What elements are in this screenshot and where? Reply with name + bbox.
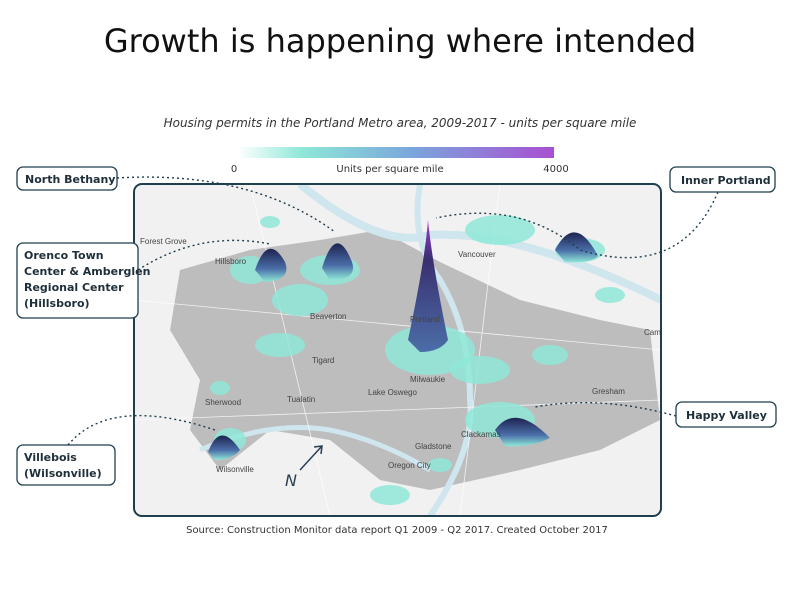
north-label: N: [285, 471, 297, 490]
slide-title: Growth is happening where intended: [104, 22, 696, 60]
place-label: Portland: [410, 315, 440, 324]
callout-label: (Wilsonville): [24, 467, 102, 480]
north-arrow: [299, 445, 323, 471]
place-label: Vancouver: [458, 250, 496, 259]
callout-box: [675, 401, 777, 428]
callout-label: (Hillsboro): [24, 297, 90, 310]
callout-box: [16, 444, 116, 486]
place-label: Cama: [644, 328, 666, 337]
callout-label: Regional Center: [24, 281, 124, 294]
callout-label: Villebois: [24, 451, 77, 464]
place-label: Tualatin: [287, 395, 315, 404]
callout-leader: [67, 414, 216, 446]
place-label: Gladstone: [415, 442, 452, 451]
callout-leader: [435, 191, 719, 259]
place-label: Hillsboro: [215, 257, 247, 266]
place-label: Forest Grove: [140, 237, 187, 246]
place-label: Clackamas: [461, 430, 501, 439]
callout-box: [16, 242, 139, 319]
place-label: Tigard: [312, 356, 334, 365]
callout-label: Center & Amberglen: [24, 265, 150, 278]
callout-label: North Bethany: [25, 173, 115, 186]
callout-leader: [137, 239, 271, 271]
place-label: Lake Oswego: [368, 388, 417, 397]
map-subtitle: Housing permits in the Portland Metro ar…: [164, 116, 637, 130]
legend-scale: [238, 147, 554, 158]
legend-min: 0: [231, 164, 237, 175]
legend-max: 4000: [543, 164, 568, 175]
place-label: Gresham: [592, 387, 625, 396]
legend-title: Units per square mile: [336, 164, 443, 175]
callout-label: Orenco Town: [24, 249, 104, 262]
source-note: Source: Construction Monitor data report…: [186, 525, 608, 536]
place-label: Oregon City: [388, 461, 431, 470]
callout-box: [669, 166, 776, 193]
place-label: Beaverton: [310, 312, 346, 321]
map-frame: [133, 183, 662, 517]
place-label: Sherwood: [205, 398, 241, 407]
callout-label: Inner Portland: [681, 174, 771, 187]
place-label: Wilsonville: [216, 465, 254, 474]
callout-box: [16, 166, 118, 191]
callout-leader: [116, 176, 336, 233]
callout-label: Happy Valley: [686, 409, 767, 422]
map: Forest Grove Hillsboro Beaverton Portlan…: [134, 184, 666, 516]
place-label: Milwaukie: [410, 375, 446, 384]
